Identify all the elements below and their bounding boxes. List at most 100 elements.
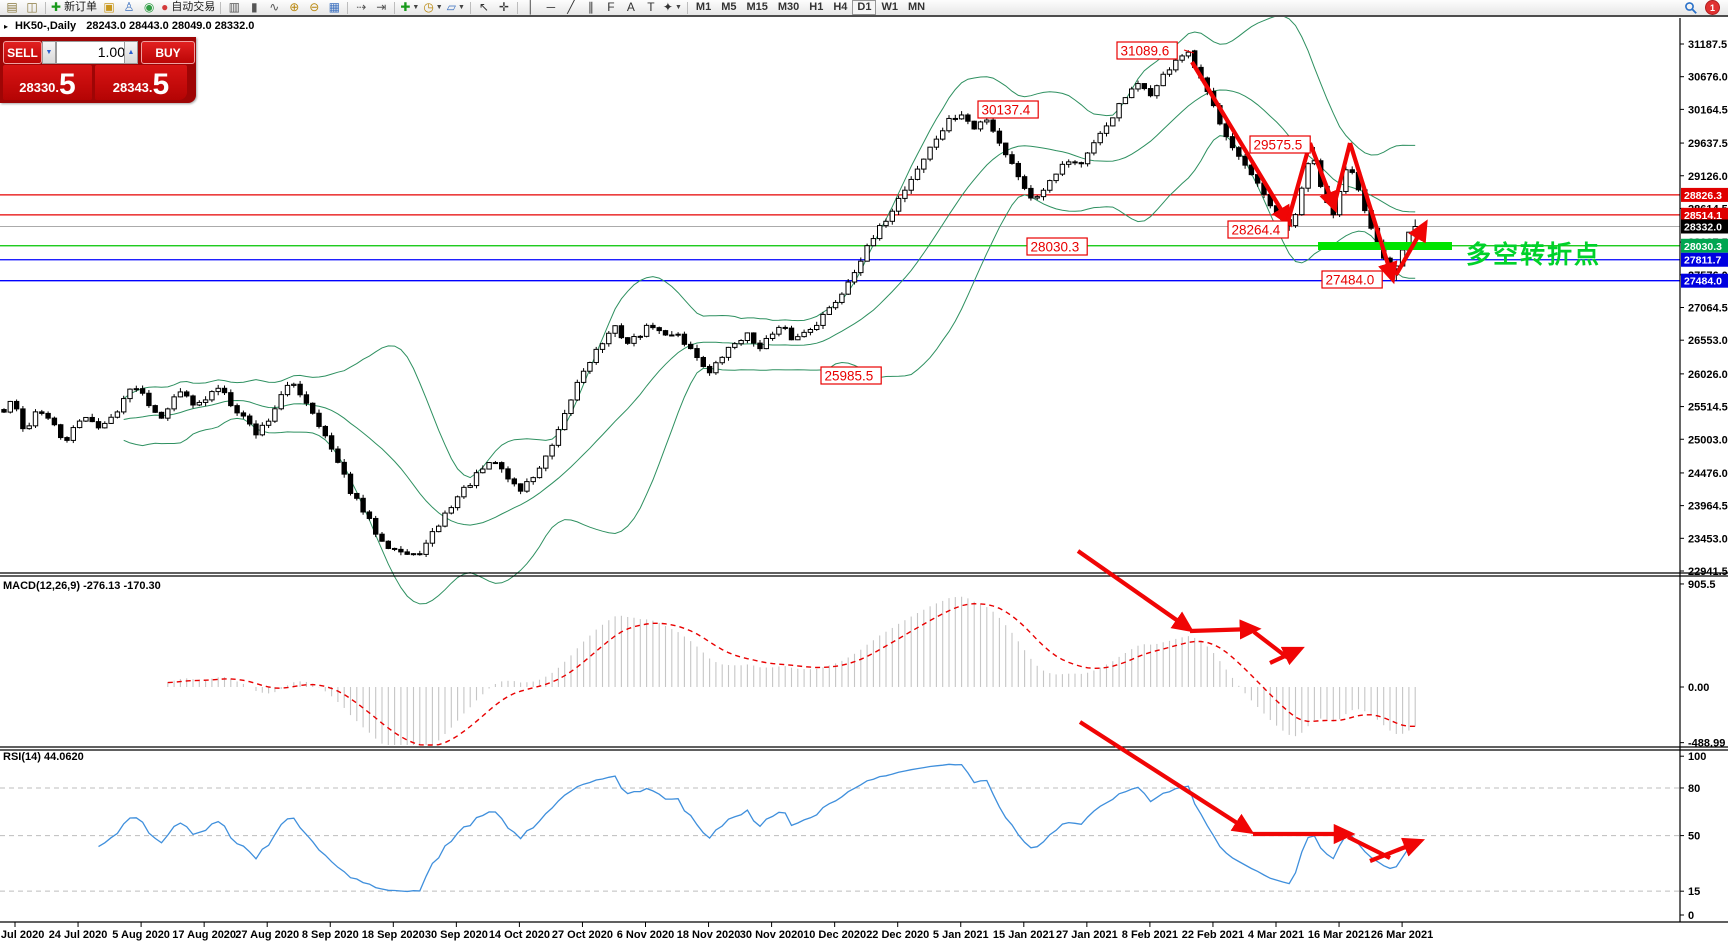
periods-icon-caret[interactable]: ▼ (435, 4, 443, 11)
toolbar-separator (394, 1, 396, 14)
text-label-icon[interactable]: T (641, 0, 661, 15)
price-annotation-label: 28030.3 (1031, 240, 1080, 255)
volume-input[interactable]: 1.00 (56, 41, 131, 64)
tile-windows-icon[interactable]: ▦ (324, 0, 344, 15)
buy-price-main: 28343. (112, 80, 153, 95)
main-trend-arrow (1347, 142, 1398, 285)
periods-icon[interactable]: ◷ ▼ (421, 0, 444, 15)
cursor-icon[interactable]: ↖ (474, 0, 494, 15)
zoom-out-icon: ⊖ (309, 0, 320, 14)
shapes-icon: ✦ (662, 0, 673, 14)
svg-text:80: 80 (1688, 783, 1700, 795)
timeframe-h4[interactable]: H4 (833, 1, 848, 13)
terminal-icon[interactable]: ◉ (139, 0, 159, 15)
svg-text:28030.3: 28030.3 (1684, 241, 1722, 253)
svg-text:27064.5: 27064.5 (1688, 303, 1728, 315)
text-icon[interactable]: A (621, 0, 641, 15)
bar-chart-mode-icon[interactable]: ▥ (224, 0, 244, 15)
price-annotation-label: 28264.4 (1232, 223, 1281, 238)
auto-scroll-icon[interactable]: ⇢ (351, 0, 371, 15)
timeframe-m30[interactable]: M30 (777, 1, 800, 13)
templates-icon-caret[interactable]: ▼ (457, 4, 465, 11)
bollinger-bands (123, 15, 1416, 605)
market-watch-icon[interactable]: ▣ (99, 0, 119, 15)
new-order-button[interactable]: ✚ 新订单 (49, 0, 99, 15)
horizontal-line-icon: ─ (546, 0, 556, 14)
main-trend-arrow (1331, 142, 1353, 207)
templates-icon[interactable]: ▱ ▼ (445, 0, 467, 15)
bollinger-middle-band (123, 89, 1416, 526)
buy-price-pips: 5 (152, 68, 170, 101)
line-chart-mode-icon[interactable]: ∿ (264, 0, 284, 15)
timeframe-h1[interactable]: H1 (809, 1, 824, 13)
zoom-in-icon: ⊕ (289, 0, 300, 14)
timeframe-m1[interactable]: M1 (695, 1, 712, 13)
svg-text:27 Aug 2020: 27 Aug 2020 (235, 929, 299, 941)
svg-text:18 Sep 2020: 18 Sep 2020 (362, 929, 425, 941)
svg-text:23453.0: 23453.0 (1688, 533, 1728, 545)
channel-icon[interactable]: ∥ (581, 0, 601, 15)
svg-text:14 Oct 2020: 14 Oct 2020 (489, 929, 550, 941)
zoom-out-icon[interactable]: ⊖ (304, 0, 324, 15)
macd-panel: MACD(12,26,9) -276.13 -170.30 905.5 0.00 -4… (3, 579, 1725, 750)
svg-text:MACD(12,26,9) -276.13 -170.30: MACD(12,26,9) -276.13 -170.30 (3, 580, 161, 592)
notification-badge[interactable]: 1 (1705, 0, 1720, 15)
svg-text:50: 50 (1688, 831, 1700, 843)
add-indicator-icon[interactable]: ✚ ▼ (398, 0, 421, 15)
profiles-icon[interactable]: ◫ (22, 0, 42, 15)
main-trend-arrow (1285, 142, 1313, 222)
svg-text:25003.0: 25003.0 (1688, 434, 1728, 446)
new-chart-icon[interactable]: ▤ (2, 0, 22, 15)
buy-price-display[interactable]: 28343. 5 (95, 65, 187, 100)
horizontal-line-icon[interactable]: ─ (541, 0, 561, 15)
macd-trend-arrow (1252, 630, 1290, 660)
autotrading-button-label: 自动交易 (171, 1, 216, 13)
annotations: 多空转折点 31089.6 30137.4 29575.5 28264.4 28030.3… (820, 41, 1599, 863)
shapes-icon[interactable]: ✦ ▼ (661, 0, 684, 15)
timeframe-d1[interactable]: D1 (852, 0, 877, 15)
macd-trend-arrow (1076, 549, 1195, 633)
timeframe-m15[interactable]: M15 (746, 1, 768, 13)
price-annotation-label: 25985.5 (825, 369, 874, 384)
toolbar-separator (347, 1, 349, 14)
trendline-icon[interactable]: ╱ (561, 0, 581, 15)
svg-text:5 Jan 2021: 5 Jan 2021 (933, 929, 989, 941)
toolbar-right-group: 1 (1684, 0, 1720, 15)
timeframe-m5[interactable]: M5 (721, 1, 737, 13)
fibonacci-icon[interactable]: F (601, 0, 621, 15)
volume-decrease-button[interactable]: ▼ (42, 41, 56, 64)
zoom-in-icon[interactable]: ⊕ (284, 0, 304, 15)
svg-text:RSI(14) 44.0620: RSI(14) 44.0620 (3, 751, 84, 763)
sell-button[interactable]: SELL (3, 41, 42, 64)
svg-text:4 Mar 2021: 4 Mar 2021 (1248, 929, 1304, 941)
svg-text:30 Nov 2020: 30 Nov 2020 (740, 929, 804, 941)
autotrading-button[interactable]: ● 自动交易 (159, 0, 217, 15)
navigator-icon[interactable]: ♙ (119, 0, 139, 15)
svg-text:27484.0: 27484.0 (1684, 276, 1722, 288)
search-icon[interactable] (1684, 1, 1698, 15)
candlestick-mode-icon[interactable]: ▮ (244, 0, 264, 15)
timeframe-w1[interactable]: W1 (881, 1, 898, 13)
toolbar-separator (220, 1, 222, 14)
timeframe-mn[interactable]: MN (907, 1, 926, 13)
add-indicator-icon-caret[interactable]: ▼ (412, 4, 420, 11)
volume-increase-button[interactable]: ▲ (124, 41, 138, 64)
one-click-expander-icon[interactable]: ▸ (4, 22, 9, 31)
svg-text:27 Jan 2021: 27 Jan 2021 (1056, 929, 1118, 941)
rsi-trend-arrow (1369, 837, 1426, 863)
line-chart-mode-icon: ∿ (269, 0, 280, 14)
sell-price-display[interactable]: 28330. 5 (3, 65, 92, 100)
templates-icon: ▱ (446, 0, 456, 14)
crosshair-icon[interactable]: ✛ (494, 0, 514, 15)
sell-price-main: 28330. (19, 80, 60, 95)
svg-text:30 Sep 2020: 30 Sep 2020 (425, 929, 488, 941)
vertical-line-icon[interactable]: │ (521, 0, 541, 15)
buy-button[interactable]: BUY (141, 41, 195, 64)
shapes-icon-caret[interactable]: ▼ (674, 4, 682, 11)
candlestick-mode-icon: ▮ (251, 0, 258, 14)
svg-text:15 Jan 2021: 15 Jan 2021 (993, 929, 1055, 941)
bollinger-upper-band (123, 15, 1416, 479)
chart-shift-icon[interactable]: ⇥ (371, 0, 391, 15)
svg-text:905.5: 905.5 (1688, 579, 1716, 591)
